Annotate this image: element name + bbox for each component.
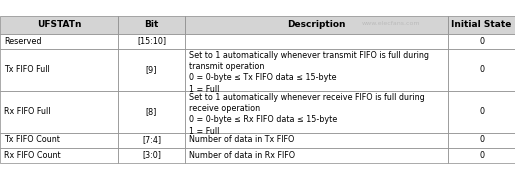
Bar [0, 90, 118, 132]
Text: UFSTATn: UFSTATn [37, 20, 81, 29]
Bar [118, 15, 185, 33]
Text: Rx FIFO Count: Rx FIFO Count [4, 151, 61, 159]
Bar [185, 33, 448, 48]
Text: [3:0]: [3:0] [142, 151, 161, 159]
Bar [448, 33, 515, 48]
Text: Set to 1 automatically whenever receive FIFO is full during
receive operation
0 : Set to 1 automatically whenever receive … [189, 93, 425, 136]
Bar [448, 132, 515, 148]
Bar [448, 148, 515, 163]
Text: [15:10]: [15:10] [137, 36, 166, 46]
Text: Bit: Bit [144, 20, 159, 29]
Bar [448, 48, 515, 90]
Text: [9]: [9] [146, 65, 157, 74]
Bar [0, 48, 118, 90]
Text: 0: 0 [479, 36, 484, 46]
Bar [0, 15, 118, 33]
Bar [0, 148, 118, 163]
Text: Description: Description [287, 20, 346, 29]
Bar [448, 15, 515, 33]
Bar [118, 48, 185, 90]
Bar [185, 90, 448, 132]
Text: 0: 0 [479, 65, 484, 74]
Text: Initial State: Initial State [451, 20, 512, 29]
Text: Rx FIFO Full: Rx FIFO Full [4, 107, 50, 116]
Bar [185, 148, 448, 163]
Text: Tx FIFO Count: Tx FIFO Count [4, 135, 60, 145]
Bar [185, 48, 448, 90]
Text: Reserved: Reserved [4, 36, 42, 46]
Bar [448, 90, 515, 132]
Bar [185, 15, 448, 33]
Text: [7:4]: [7:4] [142, 135, 161, 145]
Text: 0: 0 [479, 107, 484, 116]
Bar [118, 132, 185, 148]
Bar [118, 90, 185, 132]
Bar [185, 132, 448, 148]
Text: 0: 0 [479, 151, 484, 159]
Text: [8]: [8] [146, 107, 157, 116]
Text: Number of data in Rx FIFO: Number of data in Rx FIFO [189, 151, 295, 159]
Bar [118, 33, 185, 48]
Text: Number of data in Tx FIFO: Number of data in Tx FIFO [189, 135, 295, 145]
Text: Tx FIFO Full: Tx FIFO Full [4, 65, 50, 74]
Bar [0, 132, 118, 148]
Text: 0: 0 [479, 135, 484, 145]
Bar [0, 33, 118, 48]
Bar [118, 148, 185, 163]
Text: Set to 1 automatically whenever transmit FIFO is full during
transmit operation
: Set to 1 automatically whenever transmit… [189, 51, 429, 94]
Text: www.elecfans.com: www.elecfans.com [362, 21, 421, 26]
